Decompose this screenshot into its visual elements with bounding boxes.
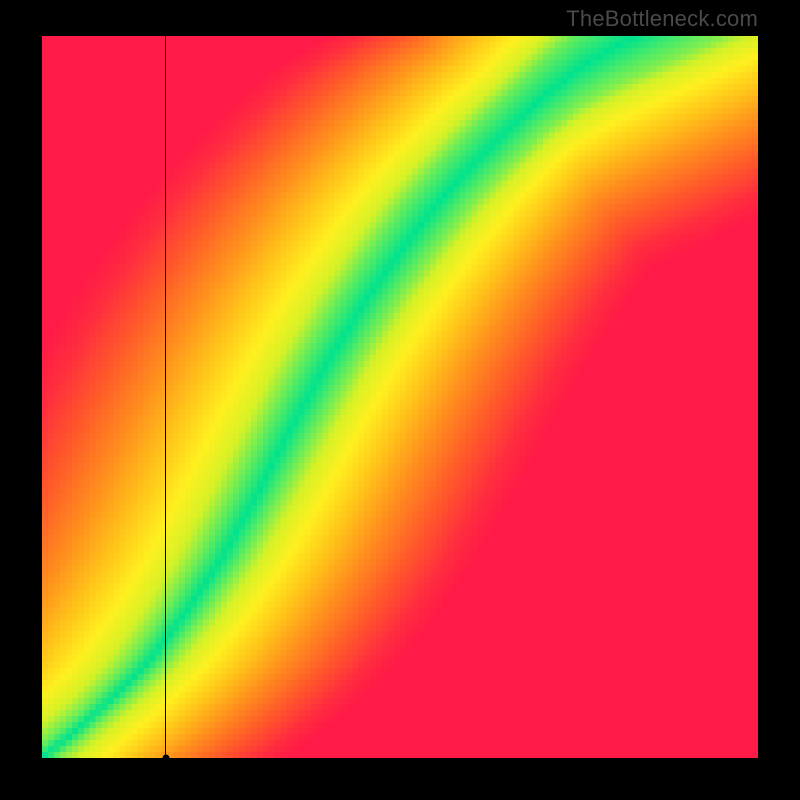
heatmap-plot [42, 36, 758, 758]
crosshair-marker [162, 755, 169, 762]
heatmap-canvas [42, 36, 758, 758]
watermark-text: TheBottleneck.com [566, 6, 758, 32]
crosshair-horizontal [42, 758, 758, 759]
crosshair-vertical [165, 36, 166, 758]
